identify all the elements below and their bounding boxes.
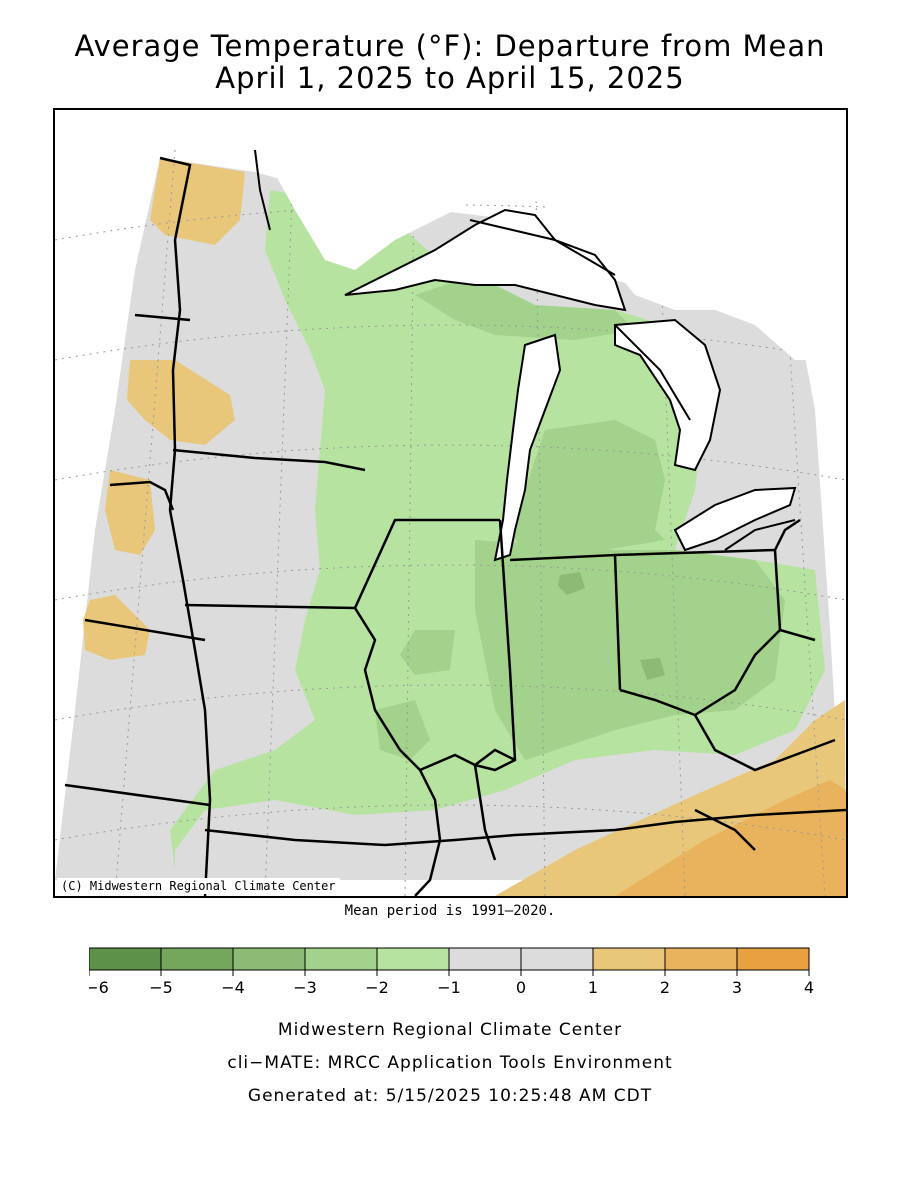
mean-period-note: Mean period is 1991–2020. [344, 903, 556, 919]
lake-superior [344, 208, 627, 312]
legend-tick-label: −4 [221, 978, 245, 997]
legend-bin [89, 947, 162, 971]
legend-bin [160, 947, 234, 971]
map-region-colder-michigan [510, 420, 665, 555]
temperature-departure-map [55, 110, 846, 896]
legend-tick-label: 0 [516, 978, 526, 997]
legend-tick-labels: −6 −5 −4 −3 −2 −1 0 1 2 3 4 [89, 970, 814, 997]
legend-bin [448, 947, 522, 971]
map-region-warm-ne-west [83, 595, 150, 660]
legend-tick-label: −2 [365, 978, 389, 997]
legend-tick-label: 2 [660, 978, 670, 997]
map-region-coldest-spot-indiana [558, 572, 585, 595]
legend-bin [304, 947, 378, 971]
legend-tick-label: 1 [588, 978, 598, 997]
legend-bin [592, 947, 666, 971]
coastlines [254, 149, 796, 551]
legend-bin [664, 947, 738, 971]
map-region-warmer-kentucky [615, 780, 846, 896]
legend-tick-label: 3 [732, 978, 742, 997]
map-region-warm-nd-west [127, 360, 235, 445]
lake-huron [614, 318, 722, 472]
legend-color-bars [89, 947, 810, 971]
map-region-colder-illinois [400, 630, 455, 675]
legend-tick-label: −6 [89, 978, 109, 997]
legend-bin [736, 947, 810, 971]
footer-generated-timestamp: Generated at: 5/15/2025 10:25:48 AM CDT [247, 1086, 653, 1106]
legend-bin [376, 947, 450, 971]
lake-erie [673, 486, 797, 552]
footer-organization: Midwestern Regional Climate Center [277, 1020, 623, 1040]
map-title-line1: Average Temperature (°F): Departure from… [74, 29, 826, 63]
legend-tick-label: −3 [293, 978, 317, 997]
lake-michigan [493, 333, 562, 562]
map-title-line2: April 1, 2025 to April 15, 2025 [215, 61, 685, 95]
map-region-warm-sd-west [105, 470, 155, 555]
map-frame: (C) Midwestern Regional Climate Center [53, 108, 848, 898]
legend-bin [232, 947, 306, 971]
canada-land [255, 110, 846, 360]
map-credit: (C) Midwestern Regional Climate Center [57, 878, 340, 894]
legend-tick-label: −1 [437, 978, 461, 997]
map-region-colder-ohio-valley [475, 540, 785, 760]
map-region-colder-missouri [375, 700, 430, 760]
footer-tool-name: cli−MATE: MRCC Application Tools Environ… [227, 1053, 673, 1073]
legend-tick-label: 4 [804, 978, 814, 997]
map-region-colder-up-michigan [415, 275, 635, 340]
legend-bin [520, 947, 594, 971]
color-legend: −6 −5 −4 −3 −2 −1 0 1 2 3 4 [89, 947, 814, 997]
map-region-coldest-spot-ohio [640, 658, 665, 680]
map-region-warm-northwest [150, 158, 245, 245]
state-borders [64, 156, 846, 896]
legend-tick-label: −5 [149, 978, 173, 997]
